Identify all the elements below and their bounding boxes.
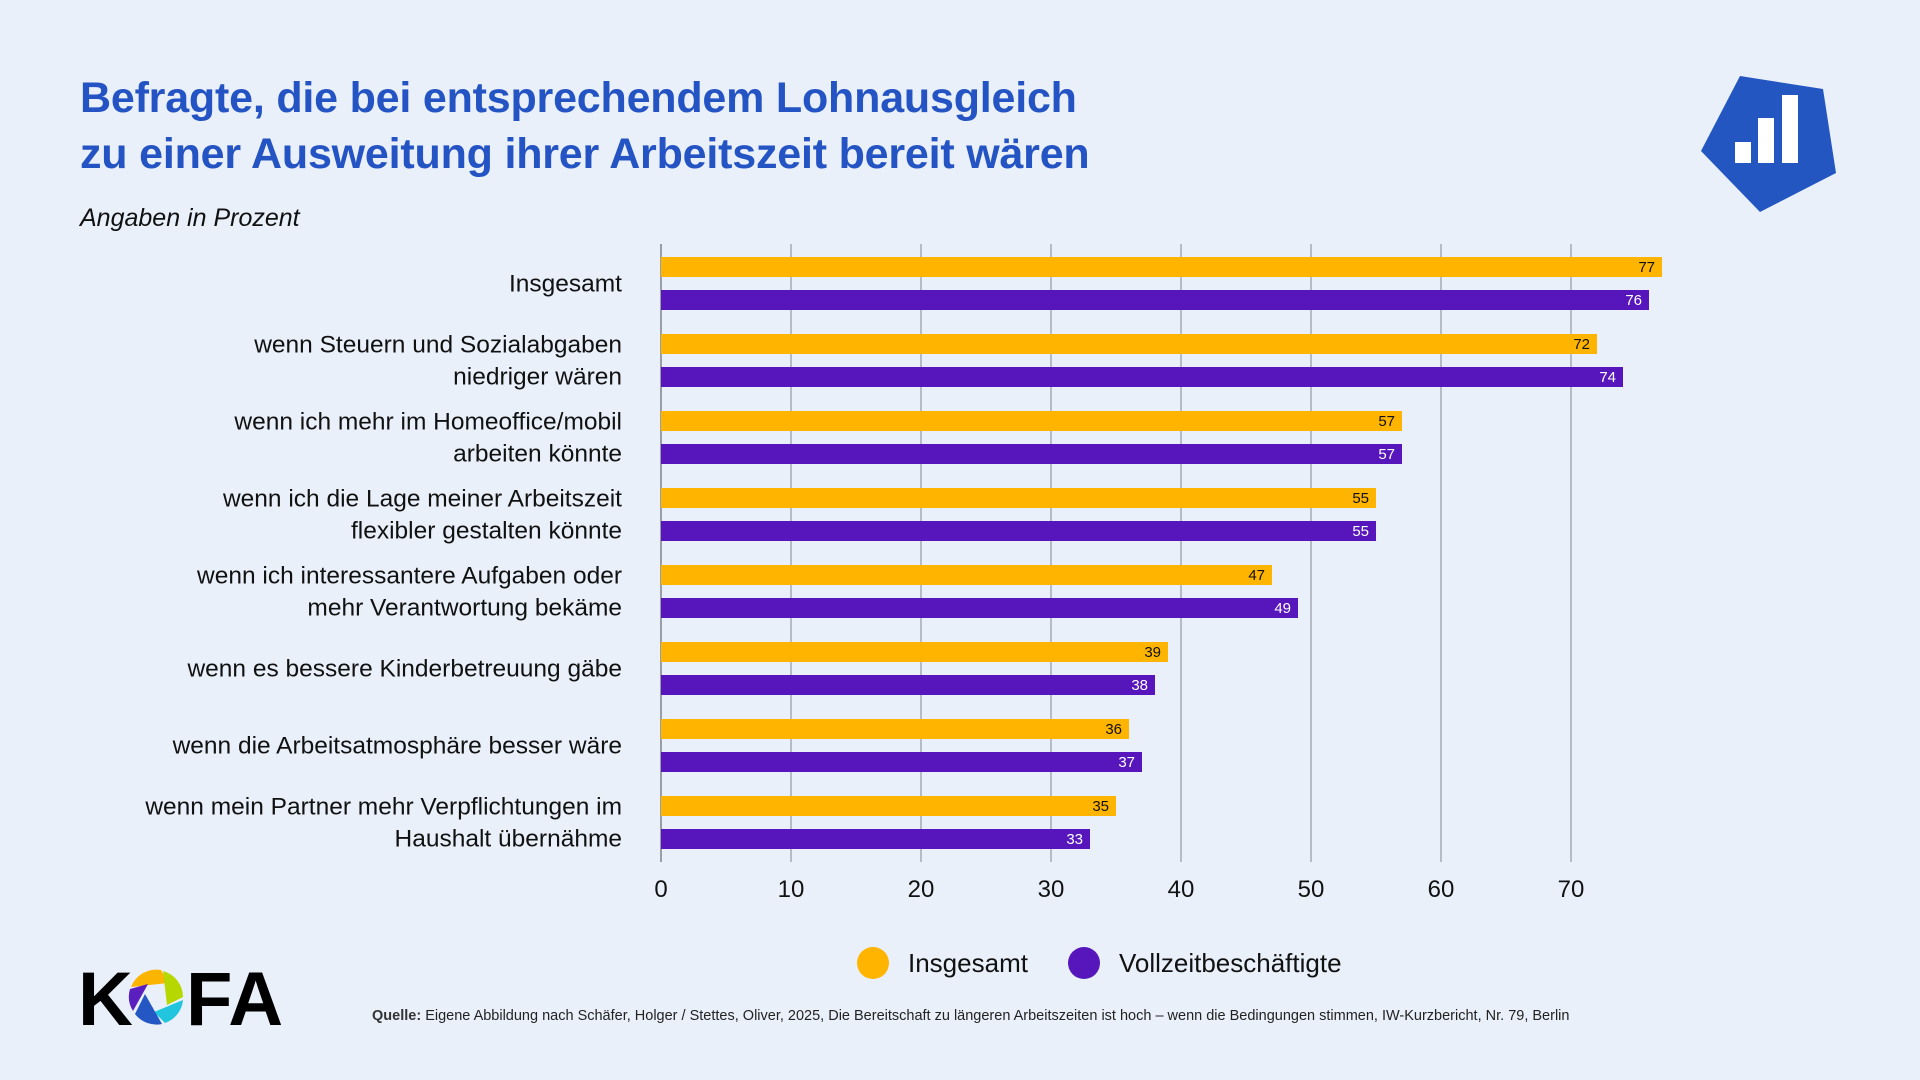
bar-insgesamt [661, 257, 1662, 277]
bar-vollzeit [661, 521, 1376, 541]
bar-value-label: 57 [1378, 413, 1395, 430]
bar-vollzeit [661, 829, 1090, 849]
category-label: wenn ich interessantere Aufgaben oder [196, 563, 622, 590]
bar-insgesamt [661, 334, 1597, 354]
bar-value-label: 35 [1092, 798, 1109, 815]
category-label: niedriger wären [453, 364, 622, 391]
bar-vollzeit [661, 598, 1298, 618]
x-tick-label: 40 [1168, 876, 1195, 903]
x-tick-label: 20 [908, 876, 935, 903]
bar-vollzeit [661, 444, 1402, 464]
category-label: wenn Steuern und Sozialabgaben [253, 332, 622, 359]
chart-subtitle: Angaben in Prozent [80, 204, 300, 232]
bar-vollzeit [661, 675, 1155, 695]
x-tick-label: 70 [1558, 876, 1585, 903]
bar-chart: 77 76 72 74 57 57 55 55 47 49 39 38 36 37 35 33 Insgesa… [144, 244, 1662, 903]
x-tick-label: 30 [1038, 876, 1065, 903]
bar-value-label: 49 [1274, 600, 1291, 617]
bar-insgesamt [661, 411, 1402, 431]
bar-value-label: 57 [1378, 446, 1395, 463]
bar-insgesamt [661, 488, 1376, 508]
category-label: Insgesamt [509, 271, 622, 298]
category-label: flexibler gestalten könnte [351, 518, 622, 545]
logo-bar-medium [1758, 118, 1774, 163]
bar-insgesamt [661, 719, 1129, 739]
category-labels: Insgesamt wenn Steuern und Sozialabgaben n… [144, 271, 622, 853]
legend-label-insgesamt: Insgesamt [908, 947, 1028, 978]
x-axis-tick-labels: 0 10 20 30 40 50 60 70 [654, 876, 1584, 903]
legend: Insgesamt Vollzeitbeschäftigte [857, 945, 1382, 981]
title-line-2: zu einer Ausweitung ihrer Arbeitszeit be… [80, 130, 1090, 178]
bar-vollzeit [661, 752, 1142, 772]
legend-swatch-insgesamt [857, 947, 889, 979]
chart-title: Befragte, die bei entsprechendem Lohnaus… [80, 70, 1090, 182]
bar-value-label: 38 [1131, 677, 1148, 694]
legend-label-vollzeit: Vollzeitbeschäftigte [1118, 947, 1342, 978]
category-label: wenn ich die Lage meiner Arbeitszeit [222, 486, 622, 513]
x-tick-label: 50 [1298, 876, 1325, 903]
bar-value-label: 37 [1118, 754, 1135, 771]
category-label: arbeiten könnte [453, 441, 622, 468]
bar-vollzeit [661, 367, 1623, 387]
title-line-1: Befragte, die bei entsprechendem Lohnaus… [80, 74, 1077, 122]
bar-value-label: 76 [1625, 292, 1642, 309]
bar-value-label: 55 [1352, 490, 1369, 507]
x-tick-label: 0 [654, 876, 667, 903]
kofa-letters-fa: FA [186, 962, 283, 1032]
category-label: mehr Verantwortung bekäme [307, 595, 622, 622]
category-label: wenn ich mehr im Homeoffice/mobil [233, 409, 622, 436]
bar-insgesamt [661, 642, 1168, 662]
bar-value-label: 39 [1144, 644, 1161, 661]
bar-value-label: 72 [1573, 336, 1590, 353]
source-text: Eigene Abbildung nach Schäfer, Holger / … [425, 1008, 1570, 1024]
kofa-logo: K FA [78, 962, 283, 1032]
bar-value-label: 74 [1599, 369, 1616, 386]
legend-swatch-vollzeit [1067, 947, 1100, 979]
category-label: wenn mein Partner mehr Verpflichtungen i… [144, 794, 622, 821]
category-label: wenn es bessere Kinderbetreuung gäbe [186, 656, 622, 683]
bar-insgesamt [661, 565, 1272, 585]
bar-value-label: 47 [1248, 567, 1265, 584]
logo-bar-large [1782, 95, 1798, 163]
x-tick-label: 60 [1428, 876, 1455, 903]
category-label: wenn die Arbeitsatmosphäre besser wäre [172, 733, 622, 760]
x-tick-label: 10 [778, 876, 805, 903]
bar-insgesamt [661, 796, 1116, 816]
bar-value-label: 55 [1352, 523, 1369, 540]
bar-value-label: 33 [1066, 831, 1083, 848]
source-label: Quelle: [372, 1008, 422, 1024]
legend-item-insgesamt: Insgesamt [857, 947, 1028, 979]
bar-vollzeit [661, 290, 1649, 310]
logo-bar-small [1735, 142, 1751, 163]
bar-value-label: 36 [1105, 721, 1122, 738]
bars: 77 76 72 74 57 57 55 55 47 49 39 38 36 37 35 33 [661, 257, 1662, 849]
bar-value-label: 77 [1638, 259, 1655, 276]
kofa-letter-k: K [78, 962, 133, 1032]
aperture-icon [128, 969, 183, 1025]
category-label: Haushalt übernähme [395, 826, 622, 853]
legend-item-vollzeit: Vollzeitbeschäftigte [1067, 947, 1342, 979]
bar-chart-shield-icon [1701, 76, 1836, 212]
source-note: Quelle: Eigene Abbildung nach Schäfer, H… [372, 1008, 1569, 1024]
